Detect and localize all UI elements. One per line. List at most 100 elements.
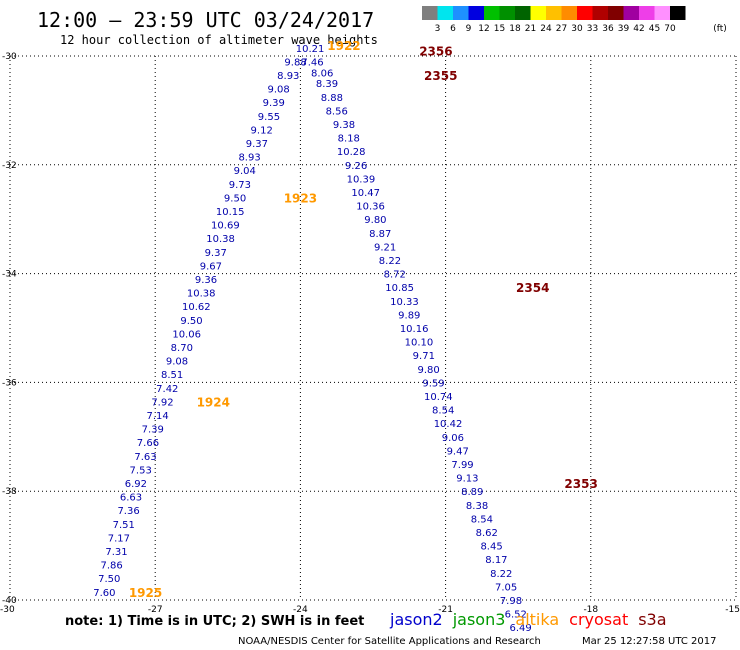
wave-height-label: 8.93 — [238, 153, 260, 164]
y-tick-label: -38 — [2, 487, 17, 497]
wave-height-label: 10.85 — [385, 283, 414, 294]
wave-height-label: 9.08 — [166, 357, 188, 368]
wave-height-label: 8.45 — [480, 542, 502, 553]
wave-height-label: 8.38 — [466, 501, 488, 512]
wave-height-label: 10.38 — [187, 289, 216, 300]
wave-height-label: 9.37 — [205, 248, 227, 259]
wave-height-label: 9.59 — [422, 378, 444, 389]
x-tick-label: -27 — [148, 605, 163, 615]
wave-height-label: 10.62 — [182, 302, 211, 313]
wave-height-label: 6.49 — [509, 623, 531, 634]
satellite-name: jason3 — [452, 610, 506, 629]
legend-swatch — [499, 6, 515, 20]
wave-height-label: 9.39 — [263, 98, 285, 109]
wave-height-label: 9.71 — [413, 351, 435, 362]
legend-label: 6 — [450, 24, 456, 34]
wave-height-label: 9.50 — [224, 193, 246, 204]
y-tick-label: -34 — [2, 270, 17, 280]
legend-label: 70 — [664, 24, 676, 34]
wave-height-label: 9.55 — [258, 112, 280, 123]
legend-swatch — [592, 6, 608, 20]
x-tick-label: -21 — [438, 605, 453, 615]
wave-height-label: 9.80 — [418, 365, 440, 376]
y-tick-label: -32 — [2, 161, 17, 171]
wave-height-label: 8.51 — [161, 370, 183, 381]
legend-swatch — [530, 6, 546, 20]
legend-swatch — [437, 6, 453, 20]
wave-height-label: 7.51 — [113, 520, 135, 531]
wave-height-label: 10.36 — [356, 202, 385, 213]
wave-height-label: 10.06 — [172, 329, 201, 340]
legend-label: 15 — [494, 24, 505, 34]
legend-label: 39 — [618, 24, 630, 34]
legend-label: 30 — [571, 24, 583, 34]
footer-timestamp: Mar 25 12:27:58 UTC 2017 — [582, 636, 717, 647]
satellite-name: jason2 — [389, 610, 443, 629]
wave-height-label: 6.63 — [120, 493, 142, 504]
legend-label: 42 — [633, 24, 644, 34]
time-label: 1925 — [129, 586, 162, 600]
wave-height-label: 9.36 — [195, 275, 217, 286]
legend-label: 3 — [435, 24, 441, 34]
wave-height-label: 7.53 — [130, 465, 152, 476]
legend-label: 18 — [509, 24, 521, 34]
wave-height-label: 9.73 — [229, 180, 251, 191]
legend-label: 27 — [556, 24, 567, 34]
wave-height-label: 9.38 — [333, 120, 355, 131]
wave-height-label: 8.18 — [338, 134, 360, 145]
wave-height-label: 8.54 — [471, 514, 493, 525]
wave-height-label: 8.06 — [311, 68, 333, 79]
legend-label: 36 — [602, 24, 614, 34]
wave-height-label: 6.52 — [505, 610, 527, 621]
satellite-name: s3a — [638, 610, 666, 629]
wave-height-label: 7.46 — [301, 57, 323, 68]
legend-label: 9 — [466, 24, 472, 34]
legend-swatch — [484, 6, 500, 20]
legend-swatch — [561, 6, 577, 20]
wave-height-label: 8.70 — [171, 343, 193, 354]
wave-height-label: 10.15 — [216, 207, 245, 218]
legend-swatch — [422, 6, 438, 20]
wave-height-label: 9.04 — [234, 166, 256, 177]
time-label: 2355 — [424, 69, 457, 83]
footer-credit: NOAA/NESDIS Center for Satellite Applica… — [238, 636, 541, 647]
wave-height-label: 10.38 — [206, 234, 235, 245]
y-tick-label: -40 — [2, 596, 17, 606]
wave-height-label: 9.50 — [180, 316, 202, 327]
wave-height-label: 10.10 — [405, 338, 434, 349]
footer-note: note: 1) Time is in UTC; 2) SWH is in fe… — [65, 614, 364, 629]
x-tick-label: -30 — [0, 605, 15, 615]
chart-subtitle: 12 hour collection of altimeter wave hei… — [60, 33, 378, 47]
legend-swatch — [639, 6, 655, 20]
chart-title: 12:00 – 23:59 UTC 03/24/2017 — [37, 8, 374, 32]
wave-height-label: 7.60 — [93, 588, 115, 599]
legend-swatch — [515, 6, 531, 20]
wave-height-label: 7.05 — [495, 582, 517, 593]
wave-height-label: 10.69 — [211, 221, 240, 232]
wave-height-label: 8.89 — [461, 487, 483, 498]
wave-height-label: 8.88 — [321, 93, 343, 104]
wave-height-label: 10.28 — [337, 147, 366, 158]
wave-height-label: 9.88 — [284, 57, 306, 68]
wave-height-label: 8.56 — [326, 106, 348, 117]
y-tick-label: -30 — [2, 52, 17, 62]
legend-unit: (ft) — [713, 24, 727, 34]
legend-swatch — [546, 6, 562, 20]
wave-height-label: 10.42 — [434, 419, 463, 430]
legend-label: 33 — [587, 24, 598, 34]
wave-height-label: 7.50 — [98, 574, 120, 585]
time-label: 2353 — [564, 477, 597, 491]
wave-height-label: 10.16 — [400, 324, 429, 335]
legend-swatch — [577, 6, 593, 20]
wave-height-label: 10.33 — [390, 297, 419, 308]
legend-label: 12 — [478, 24, 489, 34]
satellite-name: cryosat — [569, 610, 628, 629]
data-labels: 10.21 9.88 8.93 9.08 9.39 9.55 9.12 9.37 8.93 9.0… — [93, 39, 598, 634]
x-tick-label: -24 — [293, 605, 308, 615]
wave-height-label: 9.26 — [345, 161, 367, 172]
wave-height-label: 7.63 — [134, 452, 156, 463]
wave-height-label: 7.17 — [108, 533, 130, 544]
wave-height-label: 7.36 — [117, 506, 139, 517]
legend-swatch — [608, 6, 624, 20]
